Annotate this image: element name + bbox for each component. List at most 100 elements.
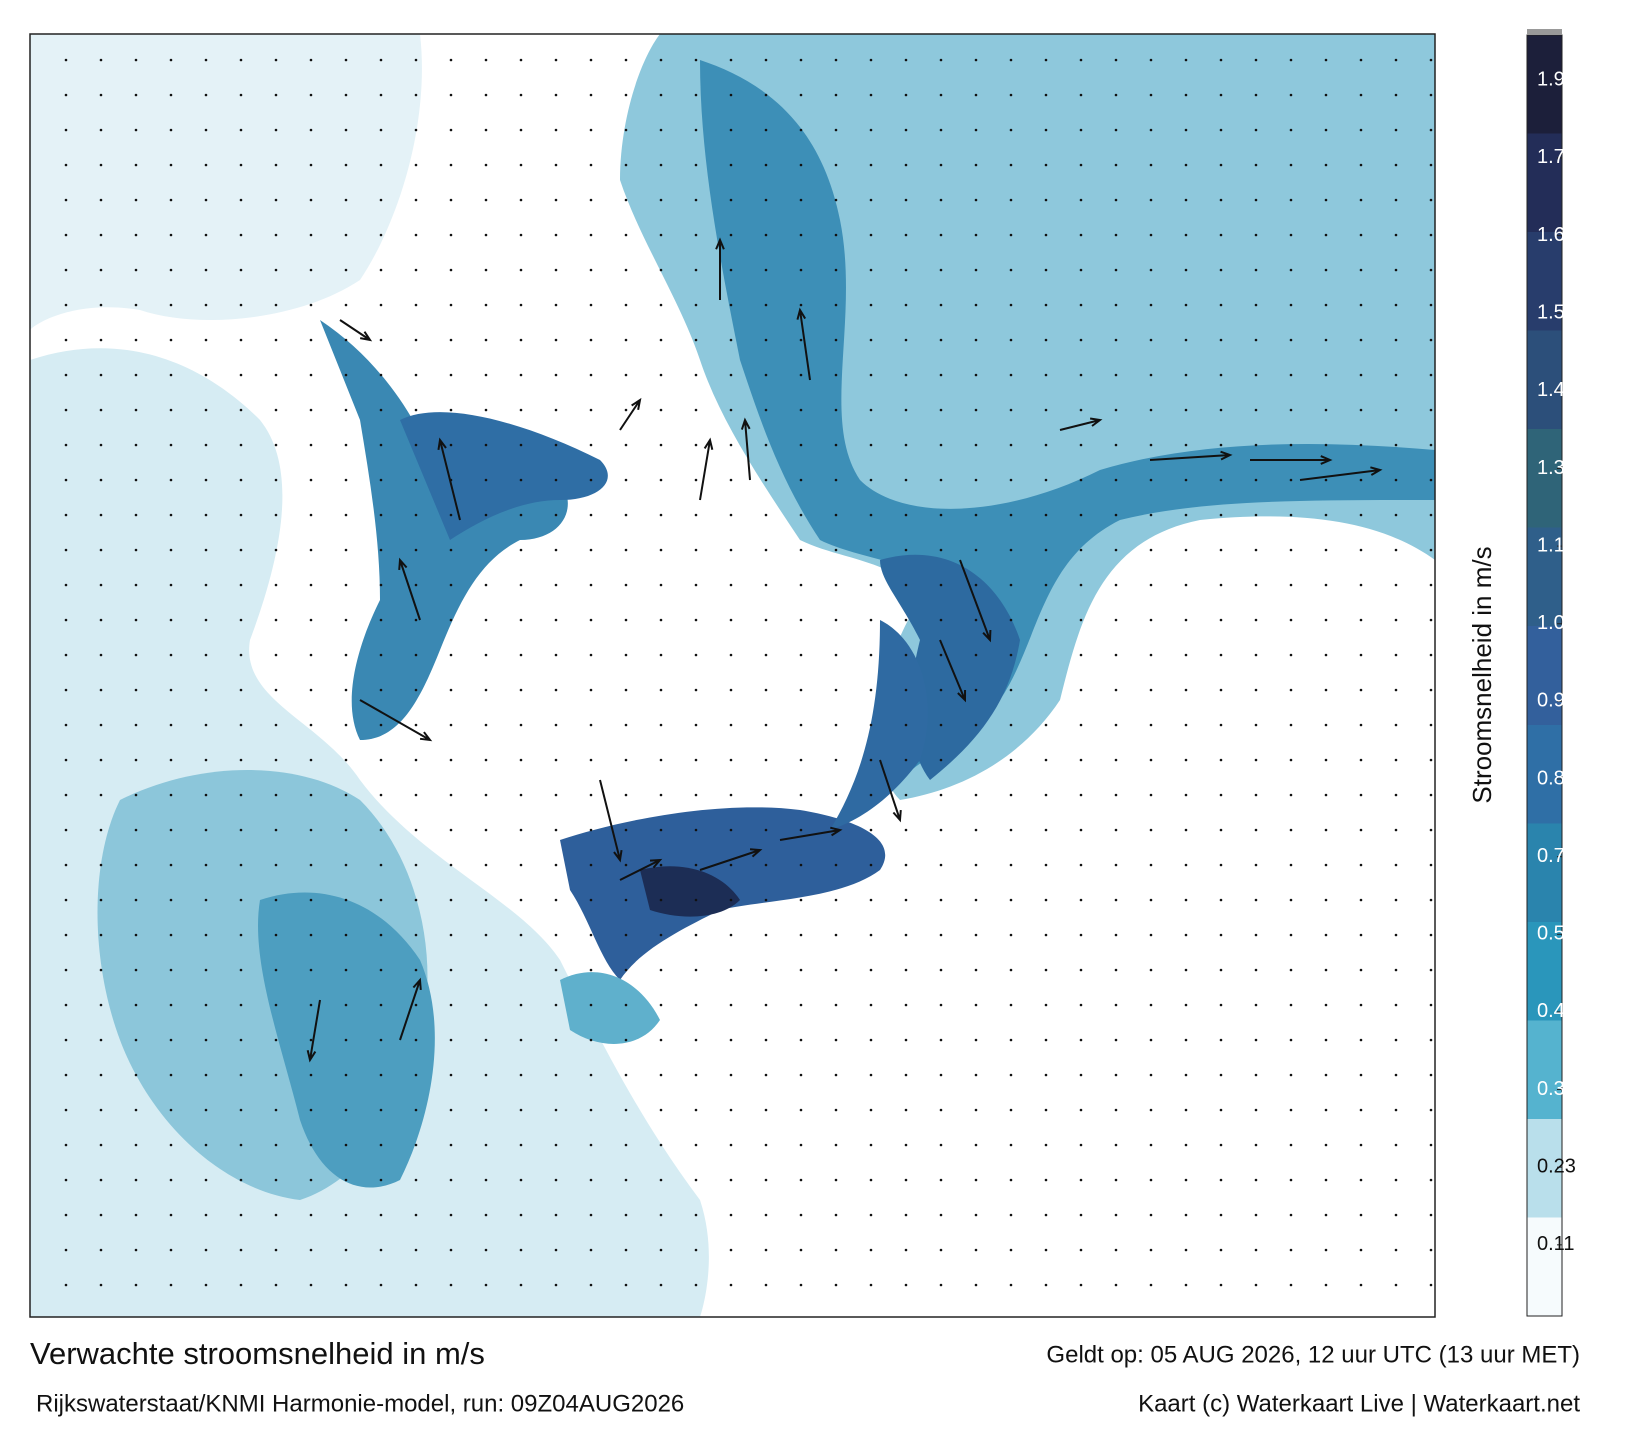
grid-dot [1184, 478, 1188, 482]
grid-dot [414, 513, 418, 517]
grid-dot [1429, 653, 1433, 657]
grid-dot [589, 1038, 593, 1042]
grid-dot [939, 303, 943, 307]
grid-dot [1149, 618, 1153, 622]
grid-dot [414, 793, 418, 797]
grid-dot [764, 1143, 768, 1147]
grid-dot [1394, 443, 1398, 447]
grid-dot [589, 198, 593, 202]
grid-dot [134, 933, 138, 937]
grid-dot [379, 583, 383, 587]
grid-dot [554, 793, 558, 797]
grid-dot [1429, 163, 1433, 167]
grid-dot [239, 1143, 243, 1147]
grid-dot [1079, 758, 1083, 762]
grid-dot [799, 128, 803, 132]
grid-dot [379, 933, 383, 937]
grid-dot [449, 1248, 453, 1252]
grid-dot [974, 618, 978, 622]
grid-dot [1359, 1213, 1363, 1217]
grid-dot [379, 268, 383, 272]
grid-dot [484, 268, 488, 272]
grid-dot [344, 1178, 348, 1182]
arrow [398, 557, 421, 621]
grid-dot [1324, 198, 1328, 202]
grid-dot [799, 863, 803, 867]
grid-dot [974, 793, 978, 797]
grid-dot [1324, 373, 1328, 377]
grid-dot [239, 478, 243, 482]
grid-dot [1079, 1003, 1083, 1007]
grid-dot [1289, 93, 1293, 97]
grid-dot [694, 513, 698, 517]
grid-dot [134, 128, 138, 132]
grid-dot [519, 898, 523, 902]
grid-dot [834, 583, 838, 587]
grid-dot [589, 758, 593, 762]
grid-dot [1149, 1143, 1153, 1147]
grid-dot [1149, 688, 1153, 692]
grid-dot [554, 688, 558, 692]
grid-dot [904, 548, 908, 552]
grid-dot [1394, 268, 1398, 272]
grid-dot [344, 583, 348, 587]
grid-dot [414, 548, 418, 552]
grid-dot [344, 513, 348, 517]
grid-dot [659, 618, 663, 622]
grid-dot [379, 688, 383, 692]
grid-dot [169, 1143, 173, 1147]
grid-dot [659, 1178, 663, 1182]
grid-dot [1114, 758, 1118, 762]
grid-dot [1394, 688, 1398, 692]
grid-dot [869, 1143, 873, 1147]
grid-dot [1044, 93, 1048, 97]
grid-dot [869, 338, 873, 342]
grid-dot [1184, 898, 1188, 902]
grid-dot [624, 688, 628, 692]
grid-dot [99, 548, 103, 552]
grid-dot [274, 1283, 278, 1287]
grid-dot [1219, 1283, 1223, 1287]
grid-dot [904, 303, 908, 307]
grid-dot [694, 233, 698, 237]
grid-dot [449, 58, 453, 62]
grid-dot [449, 268, 453, 272]
grid-dot [484, 793, 488, 797]
grid-dot [379, 723, 383, 727]
grid-dot [204, 828, 208, 832]
grid-dot [1429, 1108, 1433, 1112]
grid-dot [99, 583, 103, 587]
grid-dot [694, 968, 698, 972]
grid-dot [204, 233, 208, 237]
grid-dot [939, 548, 943, 552]
grid-dot [1079, 93, 1083, 97]
grid-dot [64, 898, 68, 902]
grid-dot [1114, 1003, 1118, 1007]
grid-dot [204, 933, 208, 937]
grid-dot [239, 1283, 243, 1287]
grid-dot [1324, 583, 1328, 587]
grid-dot [1079, 303, 1083, 307]
grid-dot [99, 1178, 103, 1182]
grid-dot [659, 163, 663, 167]
grid-dot [1114, 1178, 1118, 1182]
grid-dot [764, 1003, 768, 1007]
grid-dot [1289, 443, 1293, 447]
grid-dot [484, 548, 488, 552]
grid-dot [274, 1143, 278, 1147]
grid-dot [1324, 548, 1328, 552]
grid-dot [1289, 1038, 1293, 1042]
grid-dot [589, 1213, 593, 1217]
grid-dot [1219, 1248, 1223, 1252]
grid-dot [834, 653, 838, 657]
grid-dot [484, 478, 488, 482]
grid-dot [554, 1178, 558, 1182]
grid-dot [834, 863, 838, 867]
grid-dot [99, 933, 103, 937]
grid-dot [274, 968, 278, 972]
grid-dot [624, 408, 628, 412]
grid-dot [1009, 1073, 1013, 1077]
grid-dot [869, 1073, 873, 1077]
grid-dot [379, 128, 383, 132]
grid-dot [414, 128, 418, 132]
